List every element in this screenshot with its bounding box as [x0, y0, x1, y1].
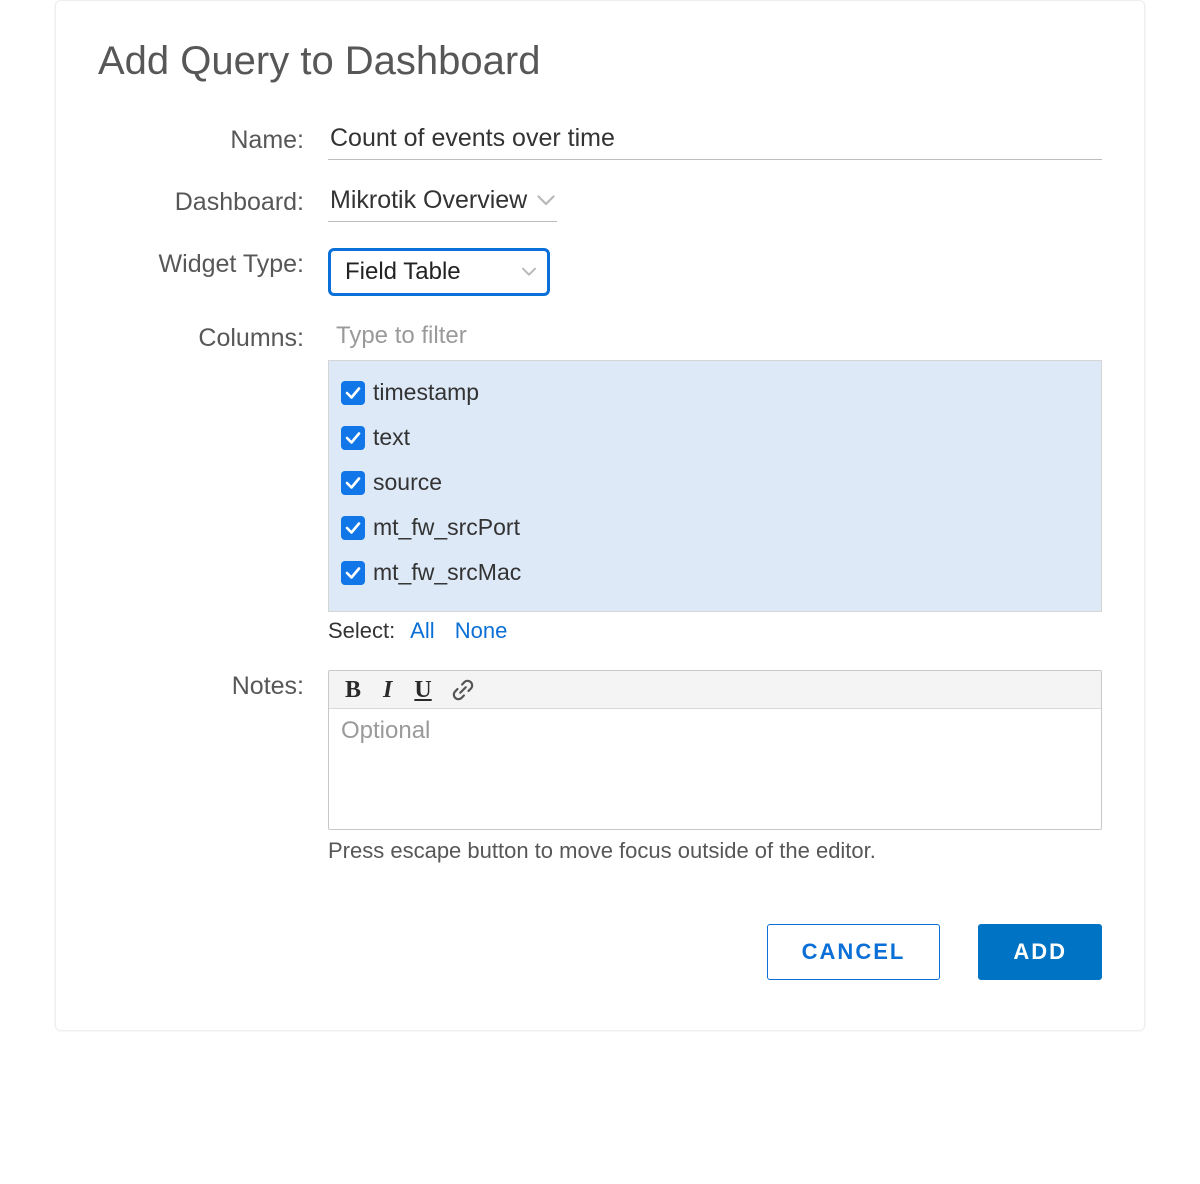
dashboard-select[interactable]: Mikrotik Overview	[328, 186, 557, 222]
notes-toolbar: B I U	[329, 671, 1101, 709]
column-item[interactable]: timestamp	[341, 371, 1089, 416]
bold-button[interactable]: B	[343, 678, 363, 702]
notes-textarea[interactable]: Optional	[329, 709, 1101, 829]
widget-type-select[interactable]: Field Table	[328, 248, 550, 296]
select-none-link[interactable]: None	[455, 618, 508, 643]
link-icon[interactable]	[452, 679, 474, 701]
notes-editor: B I U Optional	[328, 670, 1102, 830]
column-item[interactable]: mt_fw_srcPort	[341, 506, 1089, 551]
dashboard-label: Dashboard:	[98, 186, 328, 217]
row-name: Name:	[98, 124, 1102, 160]
columns-label: Columns:	[98, 322, 328, 353]
row-notes: Notes: B I U Optional Pres	[98, 670, 1102, 864]
checkbox-checked-icon[interactable]	[341, 516, 365, 540]
row-columns: Columns: timestamp text source mt_fw_srcPor…	[98, 322, 1102, 644]
dashboard-value: Mikrotik Overview	[330, 186, 527, 215]
name-label: Name:	[98, 124, 328, 155]
notes-hint: Press escape button to move focus outsid…	[328, 838, 1102, 864]
underline-button[interactable]: U	[412, 678, 433, 702]
columns-list-scroll[interactable]: timestamp text source mt_fw_srcPort mt_fw_sr…	[329, 361, 1101, 611]
column-item[interactable]: text	[341, 416, 1089, 461]
columns-select-row: Select: All None	[328, 618, 1102, 644]
name-input[interactable]	[328, 124, 1102, 160]
modal-footer: CANCEL ADD	[98, 924, 1102, 980]
cancel-button[interactable]: CANCEL	[767, 924, 941, 980]
column-item-label: text	[373, 424, 410, 451]
row-dashboard: Dashboard: Mikrotik Overview	[98, 186, 1102, 222]
checkbox-checked-icon[interactable]	[341, 381, 365, 405]
checkbox-checked-icon[interactable]	[341, 471, 365, 495]
column-item[interactable]: source	[341, 461, 1089, 506]
row-widget-type: Widget Type: Field Table	[98, 248, 1102, 296]
widget-type-value: Field Table	[345, 258, 461, 286]
checkbox-checked-icon[interactable]	[341, 561, 365, 585]
select-prefix: Select:	[328, 618, 395, 643]
add-button[interactable]: ADD	[978, 924, 1102, 980]
add-query-modal: Add Query to Dashboard Name: Dashboard: …	[55, 0, 1145, 1031]
columns-filter-input[interactable]	[328, 322, 1102, 360]
italic-button[interactable]: I	[381, 678, 394, 702]
chevron-down-icon	[537, 195, 555, 207]
widget-type-label: Widget Type:	[98, 248, 328, 279]
select-all-link[interactable]: All	[410, 618, 434, 643]
chevron-down-icon	[521, 266, 537, 278]
column-item-label: mt_fw_srcPort	[373, 514, 520, 541]
checkbox-checked-icon[interactable]	[341, 426, 365, 450]
column-item-label: source	[373, 469, 442, 496]
column-item-label: mt_fw_srcMac	[373, 559, 521, 586]
columns-listbox: timestamp text source mt_fw_srcPort mt_fw_sr…	[328, 360, 1102, 612]
modal-title: Add Query to Dashboard	[98, 39, 1102, 84]
column-item[interactable]: mt_fw_srcMac	[341, 551, 1089, 596]
column-item-label: timestamp	[373, 379, 479, 406]
notes-label: Notes:	[98, 670, 328, 701]
